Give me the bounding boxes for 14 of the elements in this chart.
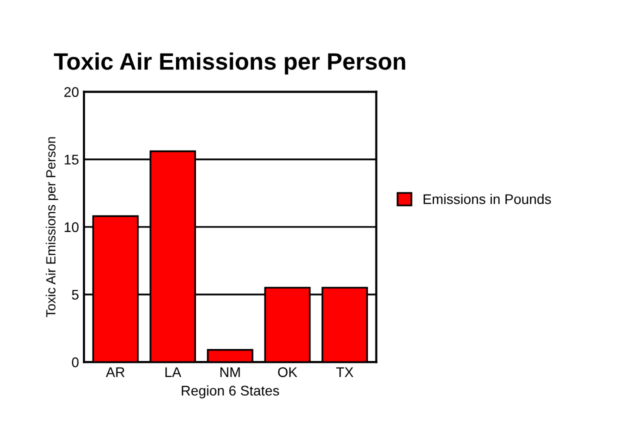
y-tick-label: 5 xyxy=(72,290,79,300)
x-tick-label: OK xyxy=(278,367,298,378)
legend-label: Emissions in Pounds xyxy=(424,194,551,204)
x-tick-label: LA xyxy=(165,367,182,377)
x-axis-title: Region 6 States xyxy=(182,385,280,398)
y-axis-title: Toxic Air Emissions per Person xyxy=(46,137,58,318)
x-tick-label: NM xyxy=(220,367,240,377)
chart-title: Toxic Air Emissions per Person xyxy=(54,52,406,74)
y-tick-label: 20 xyxy=(64,87,79,97)
y-tick-label: 0 xyxy=(72,357,79,368)
x-tick-label: TX xyxy=(336,367,354,377)
x-tick-label: AR xyxy=(106,367,124,377)
y-tick-label: 15 xyxy=(64,154,79,165)
y-tick-label: 10 xyxy=(64,222,79,232)
